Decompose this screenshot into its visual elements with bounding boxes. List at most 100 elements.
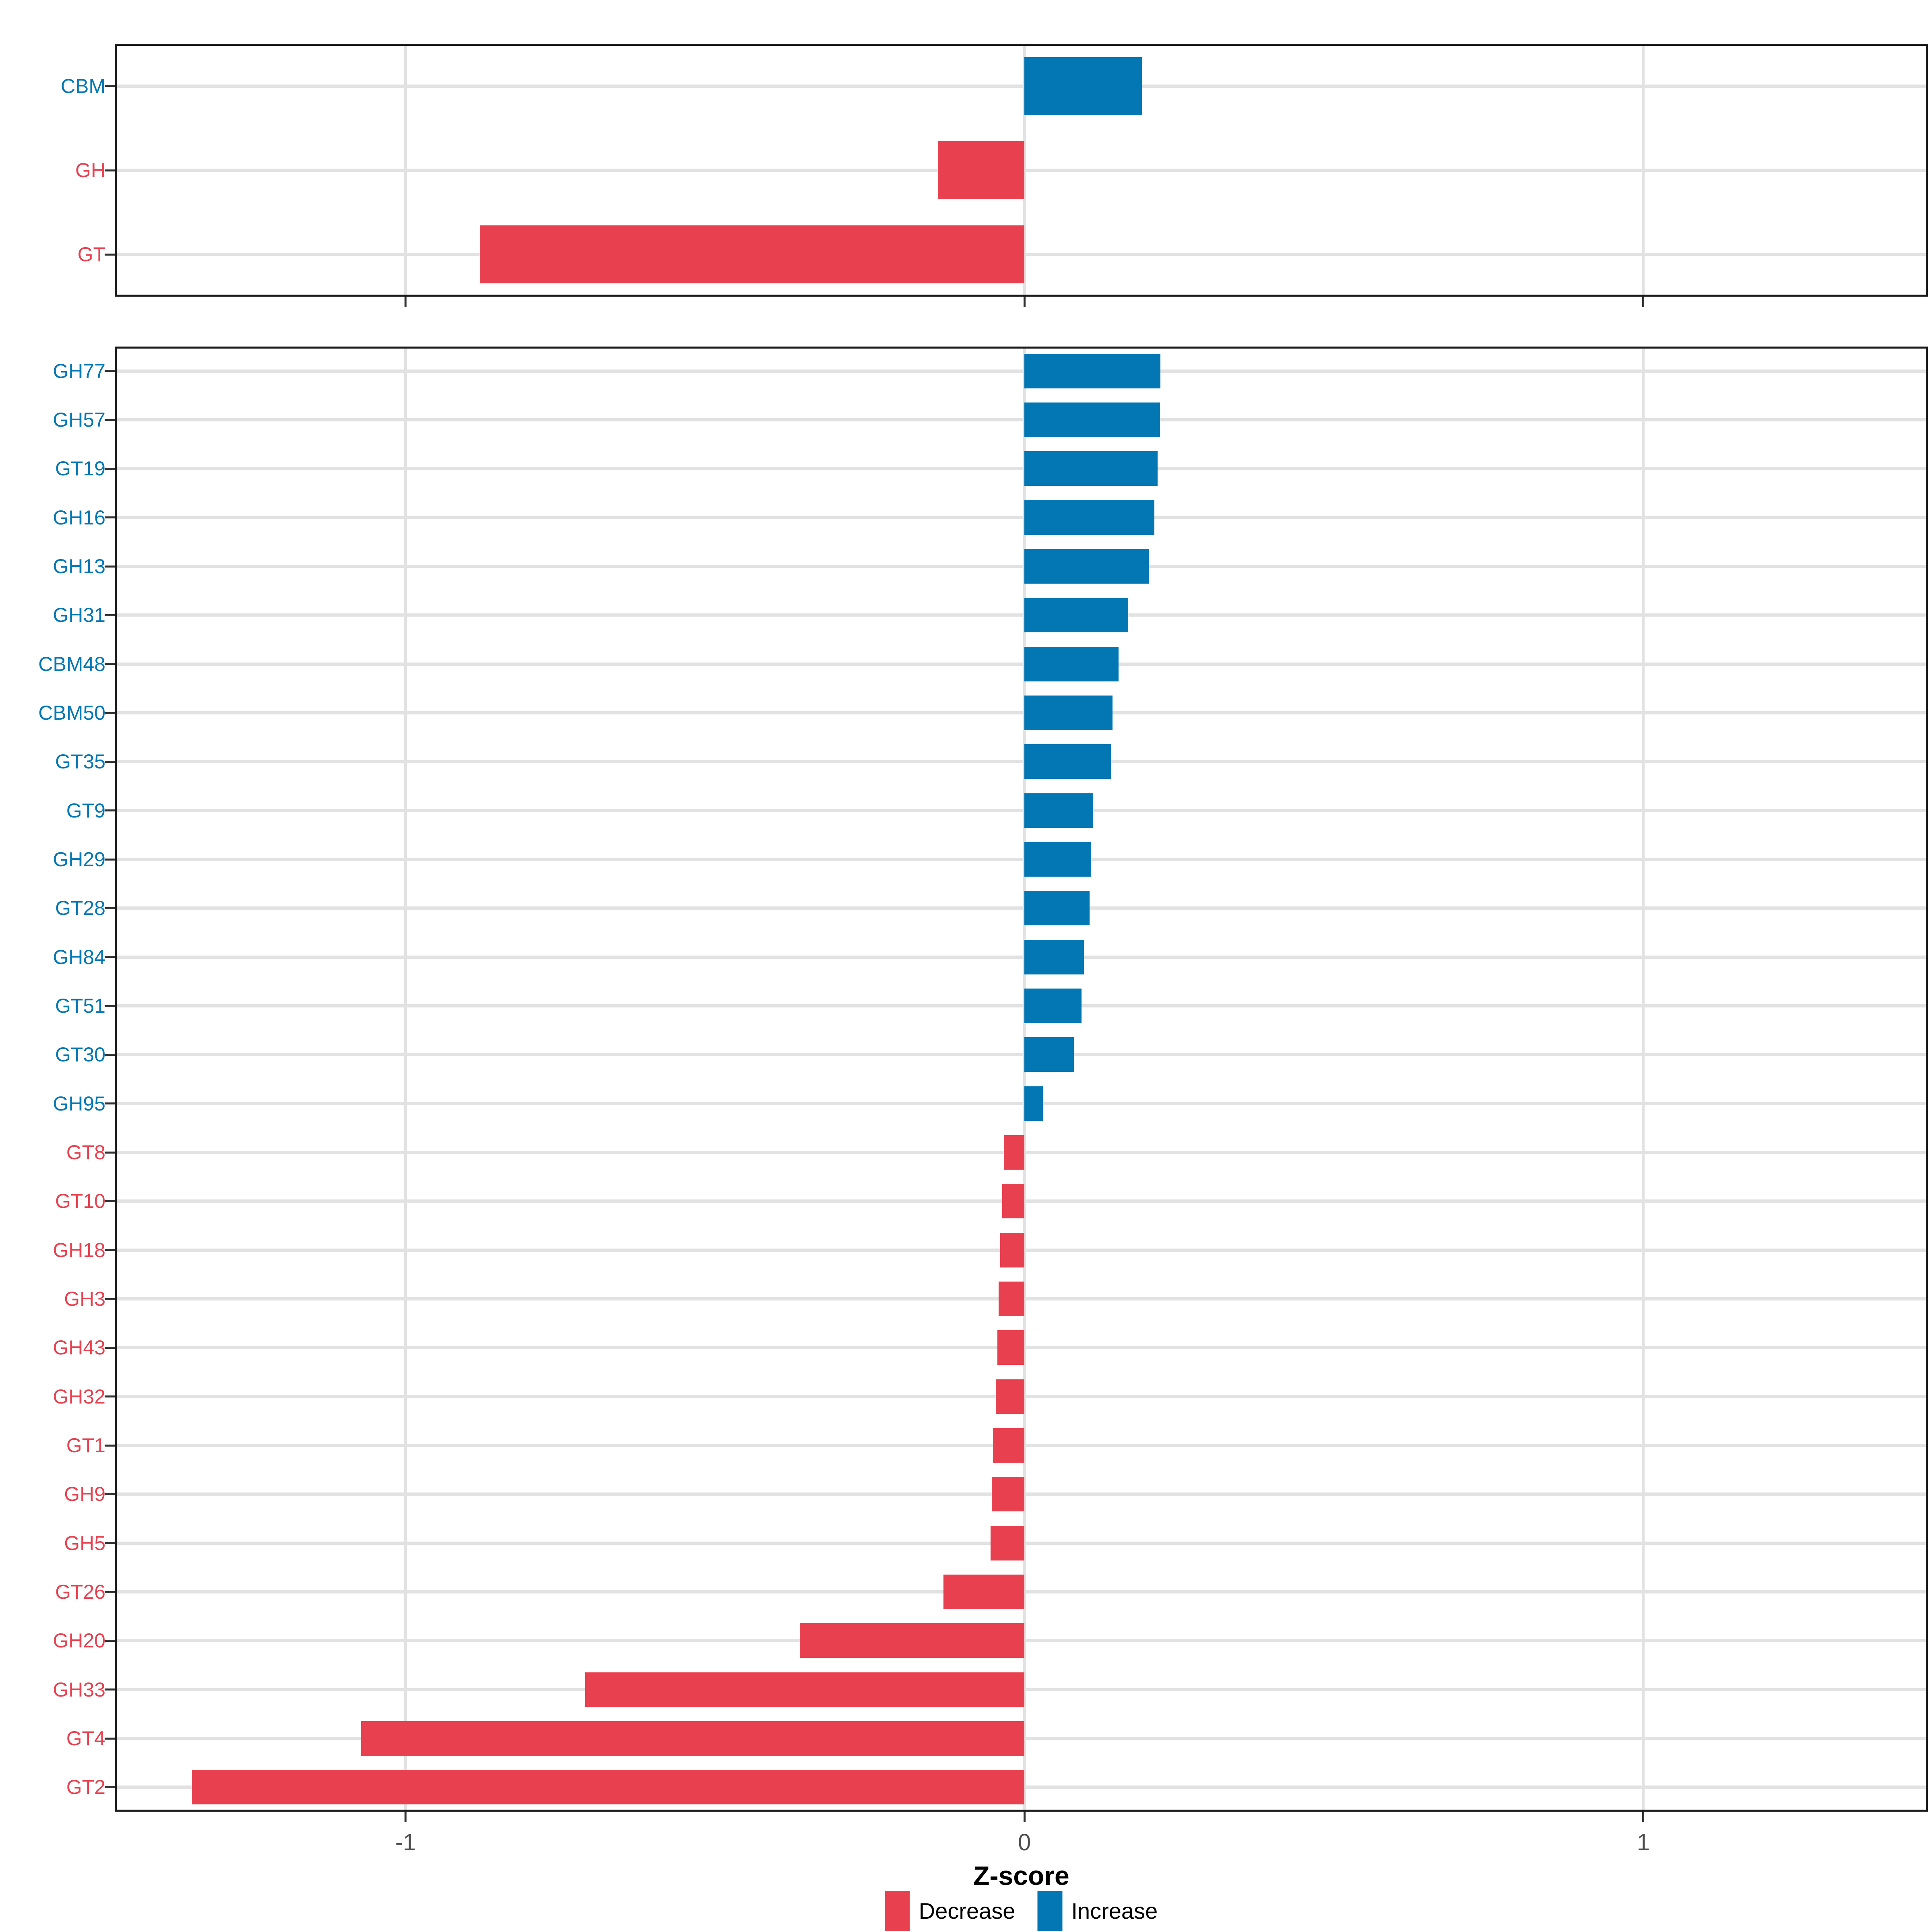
category-label-GH43: GH43 [53, 1336, 105, 1359]
y-tick [105, 516, 115, 519]
bar-GH32 [996, 1379, 1025, 1414]
x-tick [1023, 297, 1026, 307]
x-tick [405, 297, 407, 307]
row-gridline [115, 1053, 1928, 1057]
y-tick [105, 1298, 115, 1300]
category-label-GT35: GT35 [55, 750, 105, 773]
bar-GT10 [1002, 1184, 1025, 1219]
y-tick [105, 1542, 115, 1544]
row-gridline [115, 809, 1928, 812]
row-gridline [115, 369, 1928, 373]
legend-label-increase: Increase [1071, 1898, 1158, 1924]
y-tick [105, 1346, 115, 1349]
row-gridline [115, 906, 1928, 910]
category-label-GT1: GT1 [66, 1434, 105, 1457]
bar-CBM50 [1024, 696, 1113, 730]
x-tick [1642, 297, 1645, 307]
category-label-GT2: GT2 [66, 1776, 105, 1799]
legend-label-decrease: Decrease [919, 1898, 1016, 1924]
bar-GH9 [991, 1477, 1025, 1512]
bar-GH57 [1024, 402, 1160, 437]
x-tick-label-minus1: -1 [395, 1829, 416, 1856]
x-tick-label-zero: 0 [1018, 1829, 1031, 1856]
category-label-GT19: GT19 [55, 457, 105, 480]
category-label-GH5: GH5 [64, 1532, 105, 1554]
bar-GH95 [1024, 1086, 1043, 1121]
bar-GT51 [1024, 989, 1082, 1023]
bar-GT35 [1024, 744, 1111, 779]
y-tick [105, 370, 115, 372]
category-label-GH84: GH84 [53, 945, 105, 968]
category-label-GT26: GT26 [55, 1581, 105, 1603]
y-tick [105, 663, 115, 665]
x-tick-label-plus1: 1 [1637, 1829, 1650, 1856]
increase-swatch-icon [1037, 1891, 1063, 1931]
bar-GH43 [997, 1330, 1025, 1365]
row-gridline [115, 84, 1928, 88]
y-tick [105, 1786, 115, 1788]
bar-GT30 [1024, 1037, 1074, 1072]
bar-GH29 [1024, 842, 1092, 877]
category-label-GT9: GT9 [66, 799, 105, 822]
y-tick [105, 1493, 115, 1495]
bar-GH [937, 141, 1025, 199]
y-tick [105, 858, 115, 861]
category-label-GT4: GT4 [66, 1727, 105, 1750]
y-tick [105, 1005, 115, 1007]
row-gridline [115, 711, 1928, 714]
bar-GT4 [361, 1721, 1025, 1756]
y-tick [105, 565, 115, 568]
bar-GH3 [998, 1282, 1025, 1316]
x-tick [405, 1812, 407, 1822]
category-label-GT8: GT8 [66, 1141, 105, 1164]
category-label-GH13: GH13 [53, 555, 105, 578]
row-gridline [115, 613, 1928, 617]
panel-families [115, 347, 1928, 1812]
y-tick [105, 1053, 115, 1056]
row-gridline [115, 418, 1928, 421]
row-gridline [115, 1102, 1928, 1105]
row-gridline [115, 858, 1928, 861]
bar-GH31 [1024, 598, 1129, 633]
category-label-GH95: GH95 [53, 1092, 105, 1115]
bar-GT28 [1024, 891, 1090, 926]
y-tick [105, 467, 115, 470]
y-tick [105, 956, 115, 958]
legend-item-decrease: Decrease [885, 1891, 1016, 1931]
y-tick [105, 1737, 115, 1740]
row-gridline [115, 467, 1928, 471]
bar-GH20 [800, 1623, 1025, 1658]
category-label-GH31: GH31 [53, 604, 105, 627]
bar-GH18 [1000, 1232, 1025, 1267]
category-label-GH16: GH16 [53, 506, 105, 529]
category-label-GH29: GH29 [53, 848, 105, 871]
bar-GH16 [1024, 500, 1155, 535]
bar-CBM48 [1024, 646, 1119, 681]
bar-GT19 [1024, 451, 1158, 486]
category-label-GH32: GH32 [53, 1385, 105, 1408]
y-tick [105, 1249, 115, 1251]
bar-GH84 [1024, 939, 1084, 974]
y-tick [105, 907, 115, 909]
y-tick [105, 253, 115, 256]
vertical-gridline [1023, 347, 1026, 1812]
row-gridline [115, 1004, 1928, 1007]
y-tick [105, 169, 115, 171]
category-label-GH33: GH33 [53, 1678, 105, 1701]
category-label-GH18: GH18 [53, 1238, 105, 1261]
category-label-CBM48: CBM48 [38, 652, 105, 675]
legend-item-increase: Increase [1037, 1891, 1158, 1931]
row-gridline [115, 760, 1928, 764]
bar-GH13 [1024, 549, 1149, 584]
x-tick [1642, 1812, 1645, 1822]
row-gridline [115, 955, 1928, 959]
category-label-GH: GH [75, 159, 105, 182]
category-label-GH20: GH20 [53, 1629, 105, 1652]
y-tick [105, 712, 115, 714]
y-tick [105, 760, 115, 763]
y-tick [105, 809, 115, 812]
y-tick [105, 419, 115, 421]
y-tick [105, 1444, 115, 1447]
y-tick [105, 614, 115, 616]
